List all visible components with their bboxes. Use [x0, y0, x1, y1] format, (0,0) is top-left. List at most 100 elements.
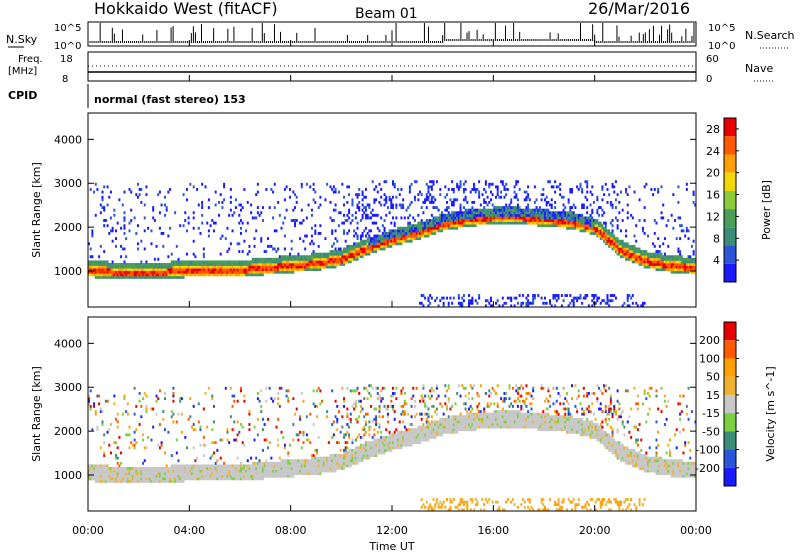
range-gate-cell — [116, 425, 119, 429]
range-gate-cell — [429, 226, 432, 230]
range-gate-cell — [484, 299, 487, 303]
range-gate-cell — [211, 260, 214, 264]
range-gate-cell — [111, 229, 114, 233]
range-gate-cell — [172, 260, 175, 264]
range-gate-cell — [167, 479, 170, 483]
range-gate-cell — [559, 224, 562, 228]
range-gate-cell — [150, 469, 153, 473]
range-gate-cell — [376, 244, 379, 248]
range-gate-cell — [361, 252, 364, 256]
range-gate-cell — [501, 211, 504, 215]
range-gate-cell — [339, 260, 342, 264]
range-gate-cell — [299, 415, 302, 419]
range-gate-cell — [121, 469, 124, 473]
range-gate-cell — [158, 226, 161, 230]
range-gate-cell — [592, 219, 595, 222]
range-gate-cell — [451, 221, 454, 225]
range-gate-cell — [395, 206, 398, 210]
range-gate-cell — [125, 474, 128, 478]
range-gate-cell — [150, 479, 153, 483]
range-gate-cell — [620, 247, 622, 251]
range-gate-cell — [657, 257, 660, 261]
range-gate-cell — [385, 213, 388, 217]
range-gate-cell — [582, 206, 585, 210]
range-gate-cell — [180, 263, 183, 266]
range-gate-cell — [479, 208, 482, 212]
range-gate-cell — [361, 198, 364, 202]
range-gate-cell — [184, 464, 187, 468]
range-gate-cell — [280, 459, 283, 463]
range-gate-cell — [224, 263, 227, 266]
range-gate-cell — [684, 257, 687, 261]
range-gate-cell — [427, 226, 430, 230]
range-gate-cell — [265, 260, 268, 264]
range-gate-cell — [636, 252, 639, 256]
range-gate-cell — [677, 185, 680, 189]
range-gate-cell — [474, 188, 477, 191]
range-gate-cell — [305, 438, 308, 442]
range-gate-cell — [147, 273, 150, 277]
range-gate-cell — [316, 263, 318, 266]
range-gate-cell — [228, 265, 231, 269]
range-gate-cell — [601, 188, 604, 191]
range-gate-cell — [650, 252, 653, 256]
range-gate-cell — [157, 477, 160, 481]
range-gate-cell — [319, 195, 322, 199]
range-gate-cell — [312, 389, 315, 393]
range-gate-cell — [452, 219, 455, 222]
range-gate-cell — [250, 467, 253, 470]
range-gate-cell — [589, 229, 592, 233]
range-gate-cell — [192, 185, 195, 189]
range-gate-cell — [687, 265, 690, 269]
range-gate-cell — [652, 265, 655, 269]
range-gate-cell — [495, 213, 498, 217]
range-gate-cell — [300, 265, 303, 269]
range-gate-cell — [326, 182, 329, 186]
range-gate-cell — [457, 221, 460, 225]
range-gate-cell — [316, 260, 318, 264]
range-gate-cell — [251, 260, 254, 264]
range-gate-cell — [641, 263, 644, 266]
range-gate-cell — [361, 234, 364, 238]
range-gate-cell — [608, 299, 611, 303]
range-gate-cell — [505, 219, 508, 222]
range-gate-cell — [170, 260, 173, 264]
range-gate-cell — [177, 477, 180, 481]
range-gate-cell — [138, 423, 141, 426]
range-gate-cell — [349, 247, 352, 251]
range-gate-cell — [444, 213, 447, 217]
range-gate-cell — [468, 301, 470, 305]
range-gate-cell — [258, 477, 261, 481]
range-gate-cell — [373, 242, 376, 246]
range-gate-cell — [495, 206, 498, 210]
range-gate-cell — [611, 299, 614, 303]
range-gate-cell — [392, 216, 394, 220]
range-gate-cell — [690, 270, 693, 274]
range-gate-cell — [224, 467, 227, 470]
range-gate-cell — [228, 213, 231, 217]
range-gate-cell — [376, 234, 379, 238]
range-gate-cell — [498, 219, 501, 222]
range-gate-cell — [96, 188, 99, 191]
range-gate-cell — [589, 219, 592, 222]
range-gate-cell — [125, 433, 128, 437]
range-gate-cell — [246, 273, 249, 277]
range-gate-cell — [300, 185, 303, 189]
range-gate-cell — [603, 231, 606, 235]
range-gate-cell — [621, 255, 624, 259]
range-gate-cell — [297, 252, 300, 256]
range-gate-cell — [513, 195, 516, 199]
range-gate-cell — [256, 273, 259, 277]
range-gate-cell — [206, 270, 209, 274]
range-gate-cell — [400, 206, 403, 210]
range-gate-cell — [219, 469, 222, 473]
range-gate-cell — [371, 239, 374, 243]
range-gate-cell — [432, 200, 435, 204]
range-gate-cell — [98, 263, 101, 266]
range-gate-cell — [93, 402, 96, 406]
range-gate-cell — [142, 477, 145, 481]
range-gate-cell — [179, 479, 182, 483]
range-gate-cell — [520, 304, 523, 308]
range-gate-cell — [229, 469, 232, 473]
